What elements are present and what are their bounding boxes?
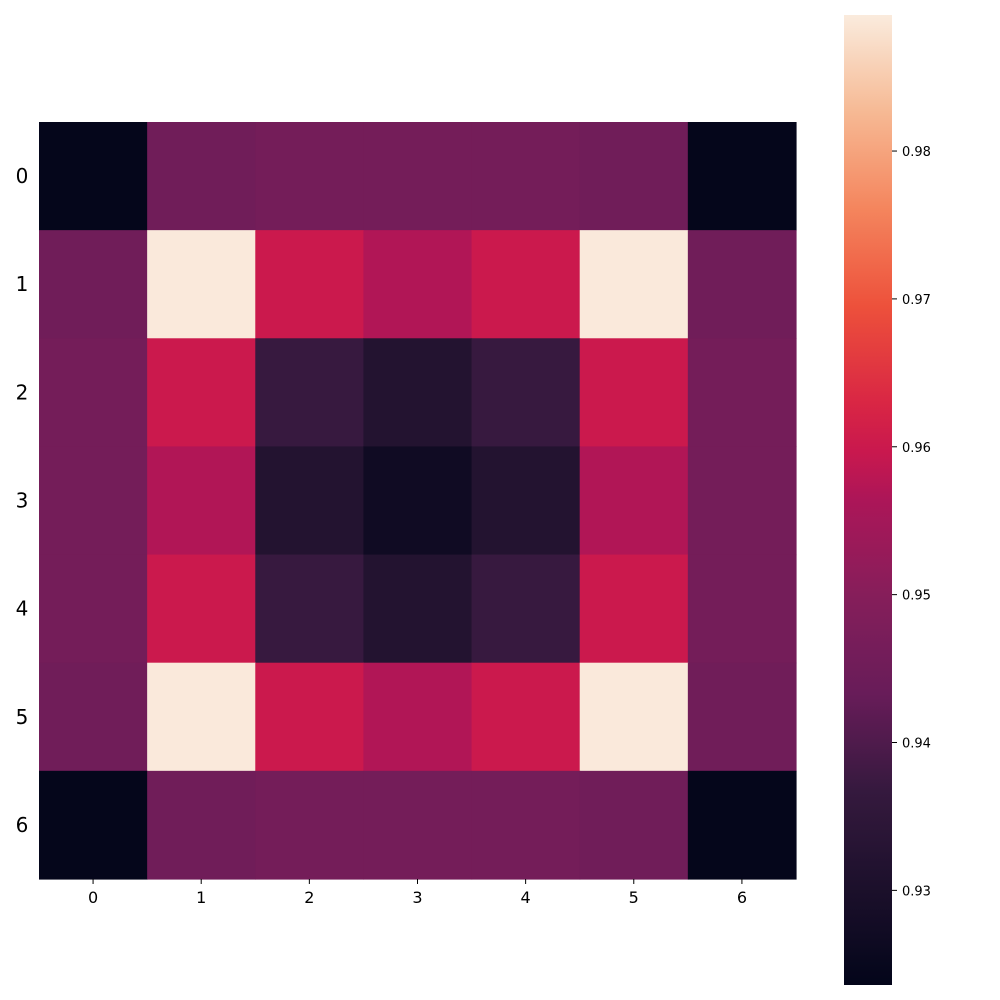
colorbar-tick-label: 0.95 <box>902 589 931 604</box>
colorbar-tick-label: 0.94 <box>902 737 931 752</box>
colorbar: 0.93 0.94 0.95 0.96 0.97 0.98 <box>844 15 931 985</box>
heatmap-cell-2-6 <box>687 338 797 448</box>
heatmap-cell-5-2 <box>255 662 365 772</box>
heatmap-cell-5-1 <box>147 662 256 772</box>
heatmap-cell-2-5 <box>579 338 689 448</box>
heatmap-cell-5-4 <box>471 662 581 772</box>
heatmap-cell-3-2 <box>255 446 365 556</box>
heatmap-cell-3-1 <box>147 446 256 556</box>
y-tick-label: 6 <box>16 813 29 837</box>
heatmap-cell-0-1 <box>147 122 256 231</box>
heatmap-cell-1-6 <box>687 230 797 339</box>
x-tick-label: 1 <box>196 888 206 907</box>
heatmap-cell-4-3 <box>363 554 473 664</box>
heatmap-cell-6-1 <box>147 770 256 880</box>
colorbar-gradient <box>844 15 892 985</box>
y-tick-label: 1 <box>16 272 29 296</box>
heatmap-cell-5-5 <box>579 662 689 772</box>
heatmap-cell-4-5 <box>579 554 689 664</box>
x-axis: 0 1 2 3 4 5 6 <box>88 878 747 907</box>
colorbar-tick-label: 0.97 <box>902 293 931 308</box>
heatmap-cell-4-1 <box>147 554 256 664</box>
heatmap-cell-2-1 <box>147 338 256 448</box>
heatmap-cell-3-5 <box>579 446 689 556</box>
heatmap-cell-6-0 <box>39 770 148 880</box>
y-tick-label: 5 <box>16 705 29 729</box>
heatmap-cell-0-5 <box>579 122 689 231</box>
y-tick-label: 0 <box>16 164 29 188</box>
heatmap-cell-5-3 <box>363 662 473 772</box>
y-axis: 0 1 2 3 4 5 6 <box>16 164 29 837</box>
heatmap-cell-2-0 <box>39 338 148 448</box>
colorbar-tick-label: 0.93 <box>902 884 931 899</box>
x-tick-label: 4 <box>521 888 531 907</box>
x-tick-label: 3 <box>412 888 422 907</box>
heatmap-cell-3-0 <box>39 446 148 556</box>
colorbar-tick-label: 0.96 <box>902 441 931 456</box>
heatmap-cell-6-5 <box>579 770 689 880</box>
heatmap-cell-1-4 <box>471 230 581 339</box>
x-tick-label: 2 <box>304 888 314 907</box>
y-tick-label: 4 <box>16 597 29 621</box>
heatmap-cell-1-5 <box>579 230 689 339</box>
x-tick-label: 6 <box>737 888 747 907</box>
heatmap-cells <box>39 122 797 880</box>
heatmap-cell-1-0 <box>39 230 148 339</box>
heatmap-cell-4-0 <box>39 554 148 664</box>
heatmap-cell-0-0 <box>39 122 148 231</box>
y-tick-label: 3 <box>16 488 29 512</box>
heatmap-cell-1-3 <box>363 230 473 339</box>
heatmap-cell-6-4 <box>471 770 581 880</box>
heatmap-cell-4-6 <box>687 554 797 664</box>
heatmap-cell-6-3 <box>363 770 473 880</box>
heatmap-cell-4-4 <box>471 554 581 664</box>
heatmap-cell-3-6 <box>687 446 797 556</box>
heatmap-cell-0-2 <box>255 122 365 231</box>
heatmap-cell-0-6 <box>687 122 797 231</box>
heatmap-cell-0-4 <box>471 122 581 231</box>
heatmap-cell-3-4 <box>471 446 581 556</box>
heatmap-cell-3-3 <box>363 446 473 556</box>
colorbar-tick-label: 0.98 <box>902 145 931 160</box>
y-tick-label: 2 <box>16 380 29 404</box>
colorbar-ticks: 0.93 0.94 0.95 0.96 0.97 0.98 <box>892 145 931 899</box>
heatmap-cell-1-2 <box>255 230 365 339</box>
heatmap-cell-2-3 <box>363 338 473 448</box>
heatmap-cell-6-2 <box>255 770 365 880</box>
heatmap-cell-1-1 <box>147 230 256 339</box>
heatmap-cell-0-3 <box>363 122 473 231</box>
heatmap-cell-6-6 <box>687 770 797 880</box>
heatmap-cell-2-4 <box>471 338 581 448</box>
heatmap-cell-2-2 <box>255 338 365 448</box>
heatmap-cell-4-2 <box>255 554 365 664</box>
heatmap-cell-5-6 <box>687 662 797 772</box>
x-tick-label: 5 <box>629 888 639 907</box>
x-tick-label: 0 <box>88 888 98 907</box>
heatmap-cell-5-0 <box>39 662 148 772</box>
